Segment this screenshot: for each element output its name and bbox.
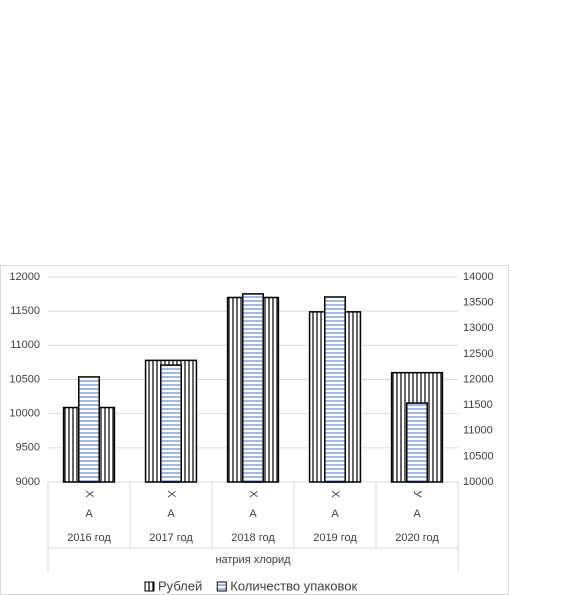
category-level-1-label: Х [329,490,341,498]
x-tick-label: 2017 год [149,532,193,544]
y-tick-label: 12000 [9,271,40,283]
y-tick-label: 10000 [9,408,40,420]
y-tick-label: 11500 [10,305,40,317]
x-tick-label: 2020 год [395,532,439,544]
x-tick-label: 2018 год [231,532,275,544]
category-level-1-label: Х [83,490,95,498]
legend-swatch [216,581,227,592]
legend-swatch [144,581,155,592]
y2-tick-label: 13500 [463,297,494,309]
y2-tick-label: 11000 [463,425,493,437]
legend-label: Количество упаковок [230,578,357,593]
category-level-2-label: А [85,508,93,520]
bar [78,376,100,483]
bar [406,402,428,483]
y-tick-label: 10500 [9,373,40,385]
y2-tick-label: 12000 [463,373,494,385]
x-tick-label: 2019 год [313,532,357,544]
category-level-2-label: А [413,508,421,520]
y2-tick-label: 14000 [463,271,494,283]
category-level-2-label: А [249,508,257,520]
category-level-1-label: Х [165,490,177,498]
y-tick-label: 11000 [10,339,40,351]
bar [324,296,346,483]
y2-tick-label: 12500 [463,348,494,360]
y2-tick-label: 11500 [463,399,493,411]
y2-tick-label: 10000 [463,476,494,488]
category-level-2-label: А [167,508,175,520]
category-level-1-label: Х [247,490,259,498]
y2-tick-label: 13000 [463,322,494,334]
bar [242,293,264,483]
legend-label: Рублей [158,578,202,593]
x-tick-label: 2016 год [67,532,111,544]
category-level-2-label: А [331,508,339,520]
y-tick-label: 9500 [16,442,40,454]
bar [160,364,182,483]
category-level-1-label: У [411,491,423,499]
category-group-label: натрия хлорид [215,554,291,566]
y2-tick-label: 10500 [463,450,494,462]
y-tick-label: 9000 [16,476,40,488]
